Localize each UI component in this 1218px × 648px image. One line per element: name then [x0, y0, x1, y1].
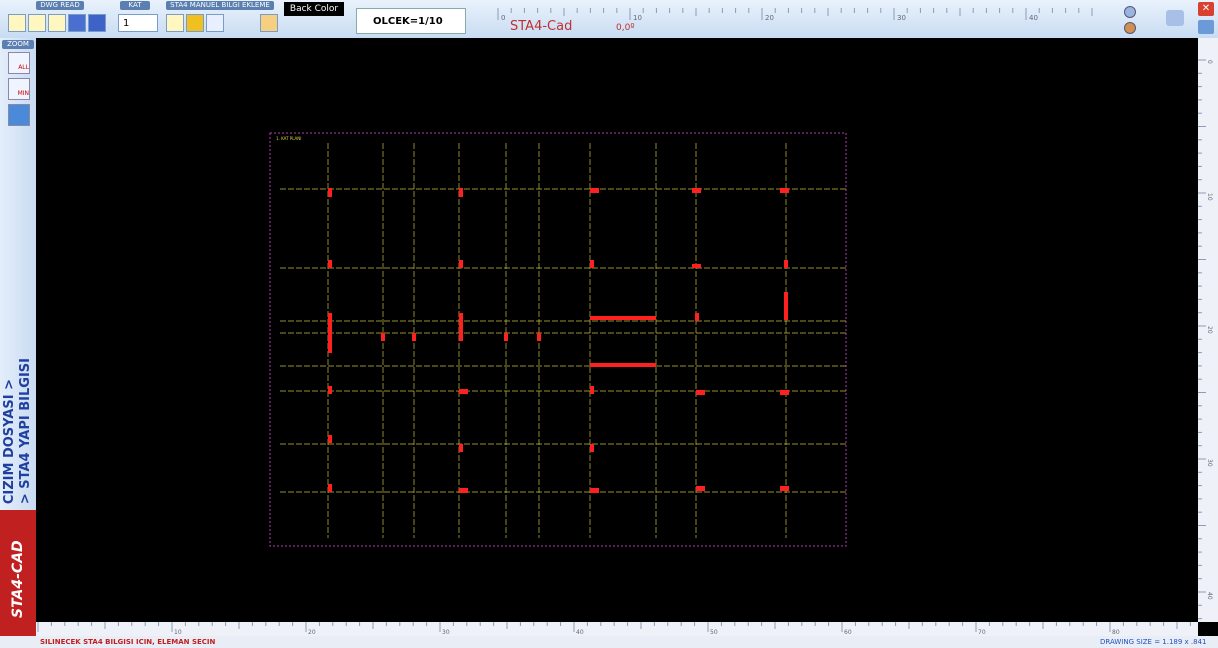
- ruler-label: 20: [308, 629, 316, 636]
- column: [537, 333, 541, 341]
- column: [459, 389, 468, 394]
- sheet-frame: [269, 132, 847, 547]
- right-ruler: 0 10 20 30 40: [1198, 38, 1218, 622]
- tool-button[interactable]: [206, 14, 224, 32]
- column: [459, 188, 463, 197]
- close-button[interactable]: ✕: [1198, 2, 1214, 16]
- angle: 0,0º: [616, 23, 635, 33]
- drawing-size: DRAWING SIZE = 1.189 x .841: [1100, 638, 1207, 646]
- top-ruler: STA4-Cad 0,0º 0 10 20 30 40: [497, 8, 1093, 34]
- column: [459, 313, 463, 341]
- column: [328, 386, 332, 394]
- ruler-label: 40: [1029, 14, 1038, 22]
- ruler-label: 70: [978, 629, 986, 636]
- column: [784, 292, 788, 320]
- ruler-label: 30: [442, 629, 450, 636]
- zoom-all-button[interactable]: ALL: [8, 52, 30, 74]
- column: [695, 313, 699, 321]
- column: [696, 390, 705, 395]
- side-panel: ZOOM ALL MIN CIZIM DOSYASI > > STA4 YAPI…: [0, 38, 36, 648]
- ruler-label: 30: [1206, 459, 1213, 467]
- column: [328, 313, 332, 353]
- app-name: STA4-Cad: [510, 19, 572, 34]
- toolbar: DWG READ KAT 1 STA4 MANUEL BILGI EKLEME …: [0, 0, 1218, 38]
- ruler-label: 20: [1206, 326, 1213, 334]
- indicator: [1124, 22, 1136, 34]
- column: [590, 188, 599, 193]
- column: [381, 333, 385, 341]
- column: [696, 486, 705, 491]
- group-label: STA4 MANUEL BILGI EKLEME: [166, 1, 274, 10]
- column: [328, 484, 332, 492]
- column: [590, 363, 656, 367]
- tool-button[interactable]: [166, 14, 184, 32]
- column: [692, 264, 701, 268]
- side-title: CIZIM DOSYASI > > STA4 YAPI BILGISI: [2, 358, 34, 504]
- zoom-min-button[interactable]: MIN: [8, 78, 30, 100]
- bottom-ruler: 10 20 30 40 50 60 70 80: [36, 622, 1198, 636]
- ruler-label: 50: [710, 629, 718, 636]
- tool-button[interactable]: [8, 14, 26, 32]
- column: [590, 488, 599, 493]
- tool-button[interactable]: [260, 14, 278, 32]
- column: [412, 333, 416, 341]
- column: [780, 390, 789, 395]
- group-label: ZOOM: [2, 40, 34, 49]
- column: [459, 260, 463, 268]
- ruler-label: 80: [1112, 629, 1120, 636]
- column: [590, 386, 594, 394]
- kat-dropdown[interactable]: 1: [118, 14, 158, 32]
- column: [459, 488, 468, 493]
- tool-button[interactable]: [68, 14, 86, 32]
- column: [780, 486, 789, 491]
- column: [692, 188, 701, 193]
- side-line: > STA4 YAPI BILGISI: [18, 358, 33, 505]
- group-label: DWG READ: [36, 1, 84, 10]
- tool-button[interactable]: [1166, 10, 1184, 26]
- column: [784, 260, 788, 268]
- logo: STA4-CAD: [0, 510, 36, 648]
- tool-button[interactable]: [48, 14, 66, 32]
- ruler-label: 40: [576, 629, 584, 636]
- column: [328, 260, 332, 268]
- group-label: KAT: [120, 1, 150, 10]
- status-bar: SILINECEK STA4 BILGISI ICIN, ELEMAN SECI…: [0, 636, 1218, 648]
- column: [590, 444, 594, 452]
- indicator: [1124, 6, 1136, 18]
- ruler-label: 10: [633, 14, 642, 22]
- column: [780, 188, 789, 193]
- ruler-label: 40: [1206, 592, 1213, 600]
- ruler-label: 60: [844, 629, 852, 636]
- column: [504, 333, 508, 341]
- ruler-label: 10: [1206, 193, 1213, 201]
- tool-button[interactable]: [88, 14, 106, 32]
- ruler-label: 0: [1206, 60, 1213, 64]
- column: [328, 188, 332, 197]
- tool-button[interactable]: [186, 14, 204, 32]
- ruler-label: 10: [174, 629, 182, 636]
- ruler-label: 0: [501, 14, 505, 22]
- column: [328, 435, 332, 443]
- plan-title: 1. KAT PLANI: [276, 136, 301, 141]
- minimize-button[interactable]: [1198, 20, 1214, 34]
- zoom-window-button[interactable]: [8, 104, 30, 126]
- scale-box: OLCEK=1/10: [356, 8, 466, 34]
- side-line: CIZIM DOSYASI >: [2, 378, 17, 505]
- column: [590, 260, 594, 268]
- drawing-canvas: 1. KAT PLANI: [269, 132, 847, 547]
- ruler-label: 30: [897, 14, 906, 22]
- back-color-button[interactable]: Back Color: [284, 2, 344, 16]
- status-message: SILINECEK STA4 BILGISI ICIN, ELEMAN SECI…: [40, 638, 216, 646]
- column: [459, 444, 463, 452]
- ruler-label: 20: [765, 14, 774, 22]
- column: [590, 316, 656, 320]
- tool-button[interactable]: [28, 14, 46, 32]
